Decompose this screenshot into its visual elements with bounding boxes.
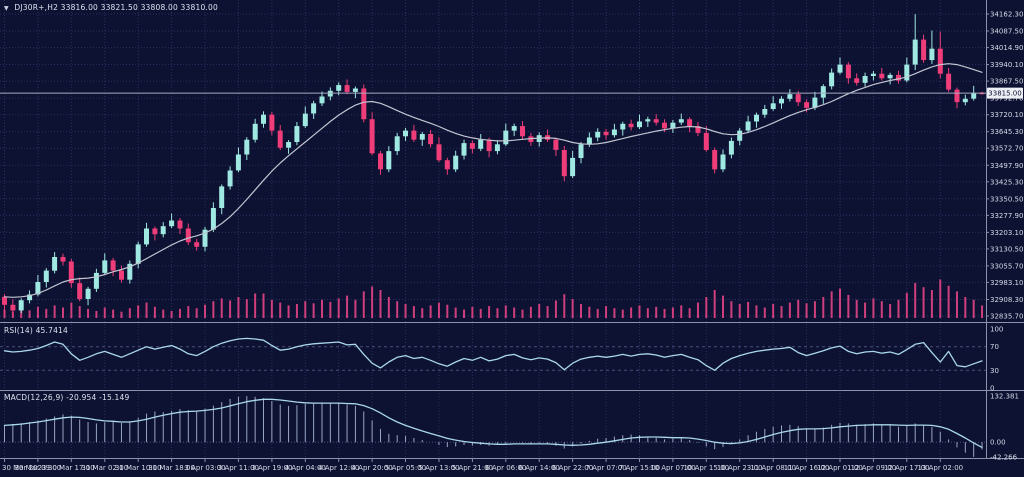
- price-axis[interactable]: 34162.30 34087.50 34014.90 33940.10 33867.50…: [986, 11, 1023, 462]
- time-tick-label: 31 Mar 10:00: [115, 464, 162, 472]
- time-tick-label: 12 Apr 17:00: [884, 464, 930, 472]
- chart-menu-triangle-icon[interactable]: ▼: [4, 5, 9, 12]
- price-tick-label: 32835.70: [990, 313, 1023, 321]
- rsi-indicator-label: RSI(14) 45.7414: [4, 326, 68, 335]
- macd-signal-path: [3, 398, 983, 449]
- price-tick-label: 32908.30: [990, 296, 1023, 304]
- time-tick-label: 3 Apr 03:00: [184, 464, 225, 472]
- moving-average-line: [3, 63, 983, 298]
- price-tick-label: 33350.50: [990, 195, 1023, 203]
- rsi-path: [3, 337, 983, 371]
- time-tick-label: 4 Apr 04:00: [285, 464, 326, 472]
- time-tick-label: 7 Apr 07:00: [586, 464, 627, 472]
- rsi-tick-label: 70: [990, 343, 999, 351]
- time-tick-label: 10 Apr 15:00: [683, 464, 729, 472]
- time-tick-label: 31 Mar 02:00: [81, 464, 128, 472]
- price-tick-label: 34087.50: [990, 28, 1023, 36]
- price-tick-label: 34162.30: [990, 11, 1023, 19]
- rsi-tick-label: 0: [990, 385, 994, 393]
- price-tick-label: 33940.10: [990, 61, 1023, 69]
- price-tick-label: 33425.30: [990, 178, 1023, 186]
- symbol-timeframe-text: DJ30R+,H2: [14, 3, 59, 12]
- macd-indicator-label: MACD(12,26,9) -20.954 -15.149: [4, 393, 130, 402]
- rsi-tick-label: 100: [990, 326, 1003, 334]
- time-tick-label: 30 Mar 2023: [2, 464, 46, 472]
- time-tick-label: 10 Apr 07:00: [650, 464, 696, 472]
- macd-panel[interactable]: [0, 396, 986, 457]
- time-tick-label: 7 Apr 15:00: [619, 464, 660, 472]
- price-tick-label: 32983.10: [990, 279, 1023, 287]
- time-tick-label: 6 Apr 14:00: [519, 464, 560, 472]
- time-tick-label: 5 Apr 21:00: [452, 464, 493, 472]
- time-tick-label: 3 Apr 11:00: [218, 464, 259, 472]
- macd-tick-label: 0.00: [990, 439, 1006, 447]
- price-tick-label: 33572.70: [990, 145, 1023, 153]
- bid-price-tag: 33815.00: [987, 87, 1023, 99]
- panel-dividers: [0, 0, 1024, 459]
- macd-histogram: [4, 396, 983, 457]
- grid-lines: [0, 0, 986, 459]
- price-tick-label: 33277.90: [990, 212, 1023, 220]
- time-tick-label: 6 Apr 22:00: [552, 464, 593, 472]
- symbol-ohlc-label: ▼ DJ30R+,H2 33816.00 33821.50 33808.00 3…: [4, 3, 218, 13]
- time-tick-label: 5 Apr 13:00: [418, 464, 459, 472]
- price-tick-label: 33055.70: [990, 262, 1023, 270]
- time-tick-label: 30 Mar 09:00: [15, 464, 62, 472]
- volume-layer: [3, 279, 984, 318]
- time-tick-label: 12 Apr 01:00: [817, 464, 863, 472]
- price-tick-label: 33130.50: [990, 245, 1023, 253]
- bid-price-text: 33815.00: [988, 90, 1021, 98]
- time-tick-label: 12 Apr 09:00: [851, 464, 897, 472]
- time-tick-label: 3 Apr 19:00: [251, 464, 292, 472]
- price-tick-label: 34014.90: [990, 44, 1023, 52]
- price-panel[interactable]: [0, 14, 986, 318]
- rsi-tick-label: 30: [990, 367, 999, 375]
- macd-tick-label: 132.381: [990, 393, 1019, 401]
- time-tick-label: 4 Apr 20:00: [352, 464, 393, 472]
- macd-tick-label: -42.266: [990, 454, 1018, 462]
- time-tick-label: 5 Apr 05:00: [385, 464, 426, 472]
- time-tick-label: 11 Apr 08:00: [750, 464, 796, 472]
- price-tick-label: 33645.30: [990, 128, 1023, 136]
- ohlc-values-text: 33816.00 33821.50 33808.00 33810.00: [60, 3, 218, 12]
- price-tick-label: 33497.90: [990, 162, 1023, 170]
- price-tick-label: 33720.10: [990, 111, 1023, 119]
- price-tick-label: 33203.10: [990, 229, 1023, 237]
- time-tick-label: 6 Apr 06:00: [485, 464, 526, 472]
- time-tick-label: 11 Apr 16:00: [784, 464, 830, 472]
- time-tick-label: 31 Mar 18:00: [148, 464, 195, 472]
- time-tick-label: 10 Apr 23:00: [717, 464, 763, 472]
- ma-path: [3, 63, 983, 298]
- price-tick-label: 33867.50: [990, 78, 1023, 86]
- rsi-panel[interactable]: [0, 337, 986, 371]
- time-tick-label: 13 Apr 02:00: [917, 464, 963, 472]
- time-tick-label: 4 Apr 12:00: [318, 464, 359, 472]
- time-tick-label: 30 Mar 17:00: [48, 464, 95, 472]
